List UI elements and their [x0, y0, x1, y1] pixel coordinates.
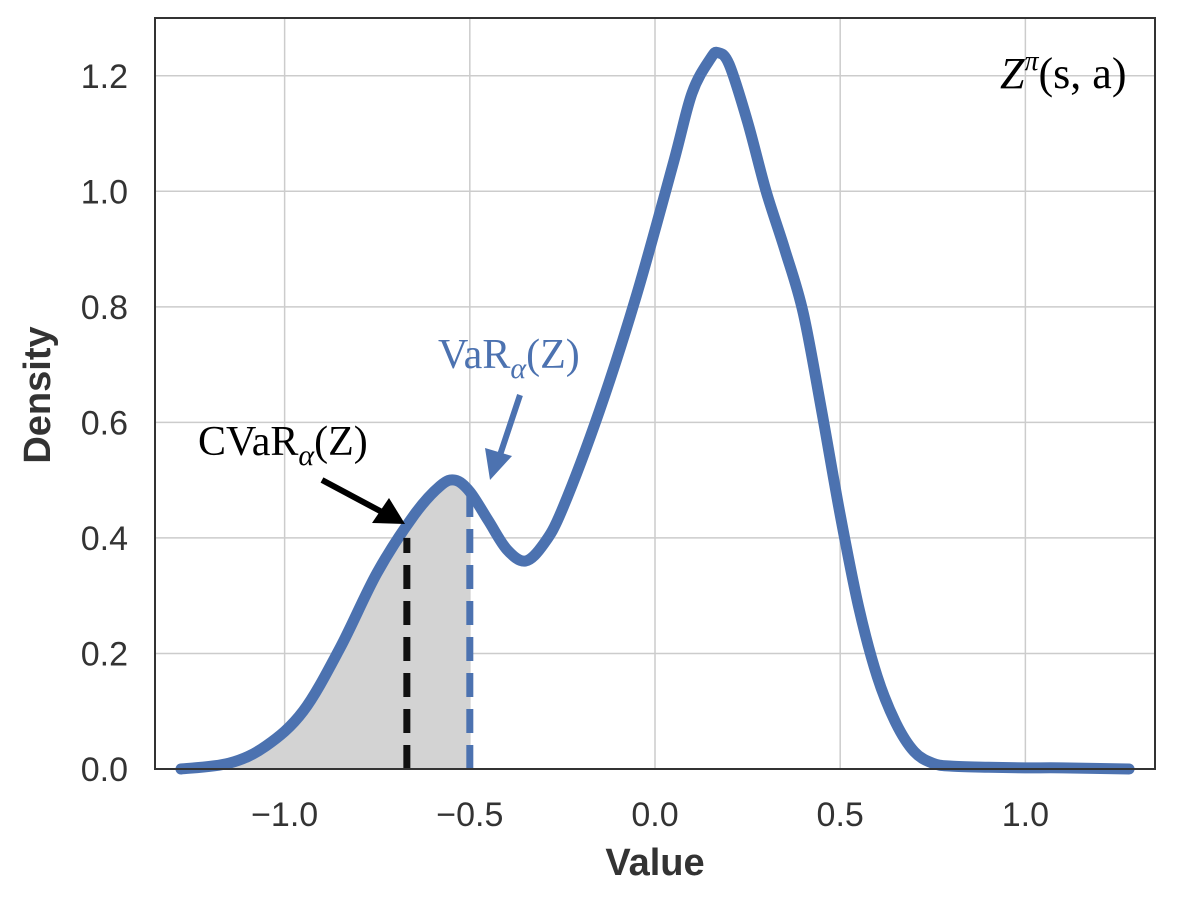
- shaded-region-group: [180, 479, 471, 769]
- y-tick-label: 0.6: [81, 404, 128, 442]
- shaded-cvar-region: [180, 479, 471, 769]
- curve-group: [175, 46, 1135, 775]
- distribution-label-sup: π: [1024, 46, 1039, 77]
- var-label-sub: α: [510, 352, 527, 385]
- y-tick-labels: 0.0 0.2 0.4 0.6 0.8 1.0 1.2: [81, 58, 128, 789]
- y-tick-label: 1.0: [81, 173, 128, 211]
- var-label-base: VaR: [438, 332, 510, 378]
- var-label-rest: (Z): [526, 332, 580, 378]
- cvar-label-sub: α: [298, 439, 315, 472]
- vlines-group: [403, 491, 474, 769]
- x-tick-label: −1.0: [251, 796, 318, 834]
- cvar-label-rest: (Z): [314, 419, 368, 465]
- var-label: VaRα(Z): [438, 332, 580, 385]
- y-tick-label: 0.8: [81, 289, 128, 327]
- y-tick-label: 1.2: [81, 58, 128, 96]
- y-tick-label: 0.2: [81, 635, 128, 673]
- distribution-label-rest: (s, a): [1039, 49, 1127, 98]
- x-tick-label: 0.5: [817, 796, 864, 834]
- y-tick-label: 0.0: [81, 751, 128, 789]
- x-tick-label: 0.0: [631, 796, 678, 834]
- y-axis-title: Density: [17, 326, 59, 463]
- plot-frame: [154, 17, 1156, 770]
- density-curve: [175, 46, 1135, 775]
- cvar-arrow: [320, 477, 405, 524]
- x-tick-label: −0.5: [436, 796, 503, 834]
- x-tick-label: 1.0: [1002, 796, 1049, 834]
- y-tick-label: 0.4: [81, 520, 128, 558]
- grid: [155, 18, 1155, 770]
- cvar-label-base: CVaR: [198, 419, 298, 465]
- var-arrow: [485, 394, 523, 480]
- cvar-label: CVaRα(Z): [198, 419, 368, 472]
- x-axis-title: Value: [605, 842, 704, 884]
- distribution-label: Zπ(s, a): [1000, 46, 1126, 98]
- distribution-label-base: Z: [1000, 49, 1025, 98]
- x-tick-labels: −1.0 −0.5 0.0 0.5 1.0: [251, 796, 1049, 834]
